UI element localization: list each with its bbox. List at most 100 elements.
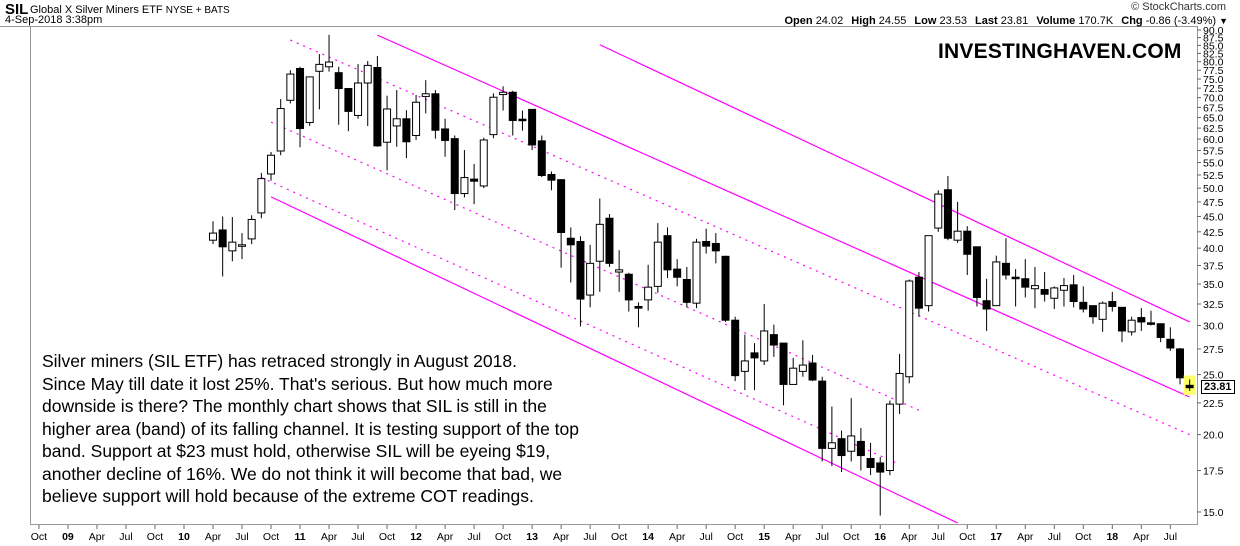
candle xyxy=(479,137,488,189)
y-tick-label: 60.0 xyxy=(1203,134,1224,146)
candle xyxy=(1050,286,1059,310)
candle xyxy=(1001,238,1010,280)
candle xyxy=(1137,308,1146,331)
y-tick-label: 40.0 xyxy=(1203,243,1224,255)
candle-body-up xyxy=(847,435,856,452)
candle-body-down xyxy=(334,72,343,90)
candle xyxy=(373,56,382,147)
x-month-label: Apr xyxy=(553,531,570,543)
x-month-label: Oct xyxy=(727,531,743,543)
candle-body-down xyxy=(1011,276,1020,280)
candle xyxy=(847,398,856,462)
candle-body-down xyxy=(528,108,537,146)
candle xyxy=(934,190,943,232)
candle-body-up xyxy=(789,367,798,385)
candle-body-down xyxy=(1156,323,1165,338)
candle-body-up xyxy=(992,261,1001,307)
candle xyxy=(595,198,604,292)
channel-line xyxy=(270,196,958,524)
candle-body-down xyxy=(441,128,450,141)
candle-body-down xyxy=(682,278,691,303)
candle-body-down xyxy=(344,88,353,112)
chart-date: 4-Sep-2018 3:38pm xyxy=(5,14,103,26)
candle xyxy=(1011,269,1020,307)
quote-summary: Open 24.02 High 24.55 Low 23.53 Last 23.… xyxy=(780,15,1229,27)
candle xyxy=(953,201,962,243)
candle-body-up xyxy=(354,82,363,116)
candle xyxy=(528,108,537,151)
candle xyxy=(257,172,266,219)
candle-body-down xyxy=(508,91,517,121)
candle-body-up xyxy=(924,235,933,307)
x-month-label: Oct xyxy=(495,531,511,543)
candle-body-up xyxy=(499,91,508,96)
x-year-label: 18 xyxy=(1106,531,1118,543)
open-value: 24.02 xyxy=(815,15,844,27)
candle xyxy=(489,93,498,139)
candle xyxy=(963,226,972,275)
y-tick-label: 62.5 xyxy=(1203,123,1224,135)
x-month-label: Jul xyxy=(1164,531,1177,543)
candle-body-down xyxy=(1176,348,1184,379)
candle-body-down xyxy=(982,300,991,310)
candle xyxy=(267,151,276,181)
candle xyxy=(334,66,343,125)
candle xyxy=(508,90,517,136)
x-month-label: Oct xyxy=(959,531,975,543)
candle-body-down xyxy=(557,179,566,233)
candle xyxy=(982,278,991,331)
candle xyxy=(1146,310,1155,326)
candle-body-down xyxy=(373,66,382,147)
annotation-line: Since May till date it lost 25%. That's … xyxy=(42,373,553,394)
x-year-label: 15 xyxy=(758,531,770,543)
x-month-label: Oct xyxy=(31,531,47,543)
candle xyxy=(895,353,904,414)
candle-body-down xyxy=(856,440,865,457)
channel-line xyxy=(599,44,1190,323)
candle-body-down xyxy=(605,217,614,264)
candle xyxy=(392,90,401,147)
candle-body-down xyxy=(779,342,788,385)
candle-body-up xyxy=(267,154,276,175)
candle xyxy=(856,427,865,471)
candle-body-up xyxy=(286,73,295,101)
candles xyxy=(209,34,1196,516)
candle xyxy=(209,221,217,245)
high-value: 24.55 xyxy=(878,15,907,27)
candle-body-down xyxy=(914,276,923,309)
candle-body-down xyxy=(1040,288,1049,295)
chg-label: Chg xyxy=(1121,15,1143,27)
y-tick-label: 85.0 xyxy=(1203,40,1224,52)
candle-body-down xyxy=(963,230,972,255)
candle xyxy=(1088,305,1097,324)
y-tick-label: 42.5 xyxy=(1203,227,1224,239)
candle xyxy=(1069,274,1078,308)
candle xyxy=(566,227,575,283)
x-month-label: Oct xyxy=(263,531,279,543)
x-month-label: Jul xyxy=(583,531,596,543)
x-month-label: Jul xyxy=(467,531,480,543)
candle xyxy=(818,376,827,462)
candle xyxy=(653,223,662,293)
candle xyxy=(605,214,614,267)
triangle-down-icon[interactable]: ▼ xyxy=(1219,16,1228,26)
y-tick-label: 75.0 xyxy=(1203,74,1224,86)
ticker-symbol: SIL xyxy=(5,1,29,18)
stockcharts-credit: © StockCharts.com xyxy=(1131,1,1226,13)
candle xyxy=(972,246,981,307)
y-tick-label: 37.5 xyxy=(1203,261,1224,273)
y-tick-label: 57.5 xyxy=(1203,146,1224,158)
candle xyxy=(731,316,740,382)
candle xyxy=(576,236,585,327)
candle-body-down xyxy=(876,462,885,473)
candle xyxy=(586,244,595,308)
candle xyxy=(914,272,923,317)
candle-body-down xyxy=(837,438,846,457)
candle-body-up xyxy=(740,360,749,372)
annotation-line: band. Support at $23 must hold, otherwis… xyxy=(42,441,551,461)
candle xyxy=(1040,272,1049,302)
candle xyxy=(769,324,778,357)
dotted-channel-line xyxy=(290,39,1190,436)
y-tick-label: 22.5 xyxy=(1203,398,1224,410)
candle xyxy=(692,238,701,309)
